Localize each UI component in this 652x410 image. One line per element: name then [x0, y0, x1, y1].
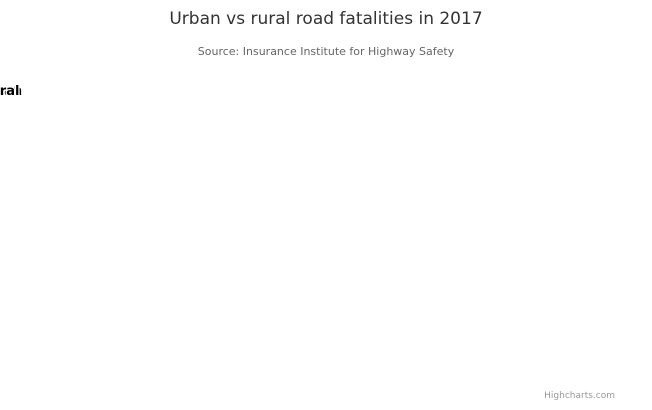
- treemap-group-label-urban: Urban: [0, 84, 22, 99]
- chart-subtitle: Source: Insurance Institute for Highway …: [197, 45, 455, 58]
- credits-link[interactable]: Highcharts.com: [544, 391, 615, 401]
- treemap-group-label-rural: Rural: [0, 84, 19, 99]
- chart-title: Urban vs rural road fatalities in 2017: [169, 9, 483, 29]
